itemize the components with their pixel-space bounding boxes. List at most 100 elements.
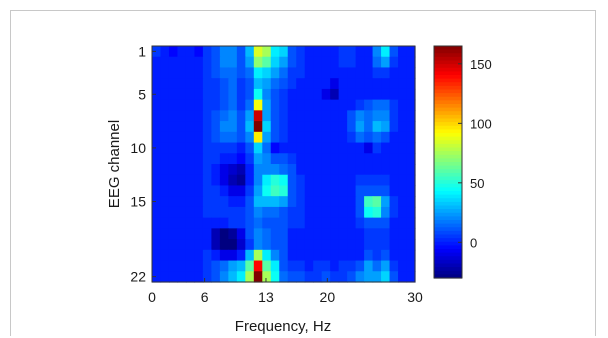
heatmap-cell xyxy=(211,239,221,251)
heatmap-cell xyxy=(262,110,272,122)
heatmap-cell xyxy=(304,164,314,176)
heatmap-cell xyxy=(168,228,179,240)
heatmap-cell xyxy=(245,249,255,262)
colorbar-tick-label: 0 xyxy=(470,235,477,250)
heatmap-cell xyxy=(228,46,238,58)
heatmap-cell xyxy=(194,88,204,101)
y-axis-label: EEG channel xyxy=(106,120,123,208)
heatmap-cell xyxy=(270,131,280,144)
heatmap-cell xyxy=(219,46,229,58)
colorbar-step xyxy=(434,100,462,105)
heatmap-cell xyxy=(398,217,408,229)
heatmap-cell xyxy=(228,110,238,122)
heatmap-cell xyxy=(381,174,391,187)
heatmap-cell xyxy=(194,206,204,219)
heatmap-cell xyxy=(313,271,323,283)
heatmap-cell xyxy=(228,185,238,197)
heatmap-cell xyxy=(185,121,196,133)
heatmap-cell xyxy=(279,196,289,208)
heatmap-cell xyxy=(270,260,280,272)
colorbar-step xyxy=(434,183,462,188)
heatmap-cell xyxy=(270,99,280,111)
heatmap-cell xyxy=(168,88,179,101)
heatmap-cell xyxy=(211,196,221,208)
heatmap-cell xyxy=(262,196,272,208)
heatmap-cell xyxy=(194,121,204,133)
heatmap-cell xyxy=(338,260,348,272)
heatmap-cell xyxy=(219,174,229,187)
heatmap-cell xyxy=(364,110,374,122)
heatmap-cell xyxy=(168,121,179,133)
heatmap-cell xyxy=(160,164,170,176)
heatmap-cell xyxy=(253,142,263,154)
heatmap-cell xyxy=(321,260,331,272)
heatmap-cell xyxy=(194,239,204,251)
heatmap-cell xyxy=(270,56,280,69)
heatmap-cell xyxy=(381,271,391,283)
heatmap-cell xyxy=(211,217,221,229)
colorbar-step xyxy=(434,187,462,192)
heatmap-cell xyxy=(313,228,323,240)
heatmap-cell xyxy=(211,206,221,219)
heatmap-cell xyxy=(398,121,408,133)
x-tick-label: 13 xyxy=(258,289,274,305)
heatmap-cell xyxy=(279,249,289,262)
heatmap-cell xyxy=(355,164,365,176)
heatmap-cell xyxy=(202,88,212,101)
heatmap-cell xyxy=(253,185,263,197)
heatmap-cell xyxy=(347,271,357,283)
heatmap-cell xyxy=(313,88,323,101)
heatmap-cell xyxy=(185,46,196,58)
heatmap-cell xyxy=(160,153,170,165)
heatmap-cell xyxy=(330,88,340,101)
heatmap-cell xyxy=(152,142,162,154)
colorbar-step xyxy=(434,85,462,91)
colorbar-step xyxy=(434,274,462,279)
heatmap-cell xyxy=(219,153,229,165)
heatmap-cell xyxy=(262,239,272,251)
heatmap-cell xyxy=(185,185,196,197)
heatmap-cell xyxy=(245,164,255,176)
heatmap-cell xyxy=(347,99,357,111)
heatmap-cell xyxy=(406,153,416,165)
heatmap-cell xyxy=(185,56,196,69)
heatmap-cell xyxy=(330,217,340,229)
heatmap-cell xyxy=(296,121,306,133)
heatmap-cell xyxy=(338,110,348,122)
heatmap-cell xyxy=(287,260,297,272)
heatmap-cell xyxy=(270,185,280,197)
heatmap-cell xyxy=(253,121,263,133)
heatmap-cell xyxy=(160,174,170,187)
heatmap-cell xyxy=(355,249,365,262)
heatmap-cell xyxy=(355,271,365,283)
heatmap-cell xyxy=(194,185,204,197)
colorbar-step xyxy=(434,56,462,62)
heatmap-cell xyxy=(398,99,408,111)
heatmap-cell xyxy=(168,153,179,165)
heatmap-cell xyxy=(270,249,280,262)
heatmap-cell xyxy=(202,260,212,272)
heatmap-cell xyxy=(253,228,263,240)
heatmap-cell xyxy=(398,110,408,122)
heatmap-cell xyxy=(270,271,280,283)
heatmap-cell xyxy=(168,271,179,283)
heatmap-cell xyxy=(355,46,365,58)
colorbar-step xyxy=(434,249,462,254)
heatmap-cell xyxy=(338,121,348,133)
heatmap-cell xyxy=(406,260,416,272)
heatmap-cell xyxy=(313,121,323,133)
heatmap-cell xyxy=(185,110,196,122)
heatmap-cell xyxy=(398,67,408,79)
heatmap-cell xyxy=(168,110,179,122)
heatmap-cell xyxy=(202,249,212,262)
heatmap-cell xyxy=(185,228,196,240)
heatmap-cell xyxy=(338,78,348,90)
heatmap-cell xyxy=(287,164,297,176)
heatmap-cell xyxy=(372,99,382,111)
heatmap-cell xyxy=(364,131,374,144)
heatmap-cell xyxy=(304,56,314,69)
heatmap-cell xyxy=(211,228,221,240)
heatmap-cell xyxy=(202,99,212,111)
heatmap-cell xyxy=(160,110,170,122)
heatmap-cell xyxy=(168,206,179,219)
